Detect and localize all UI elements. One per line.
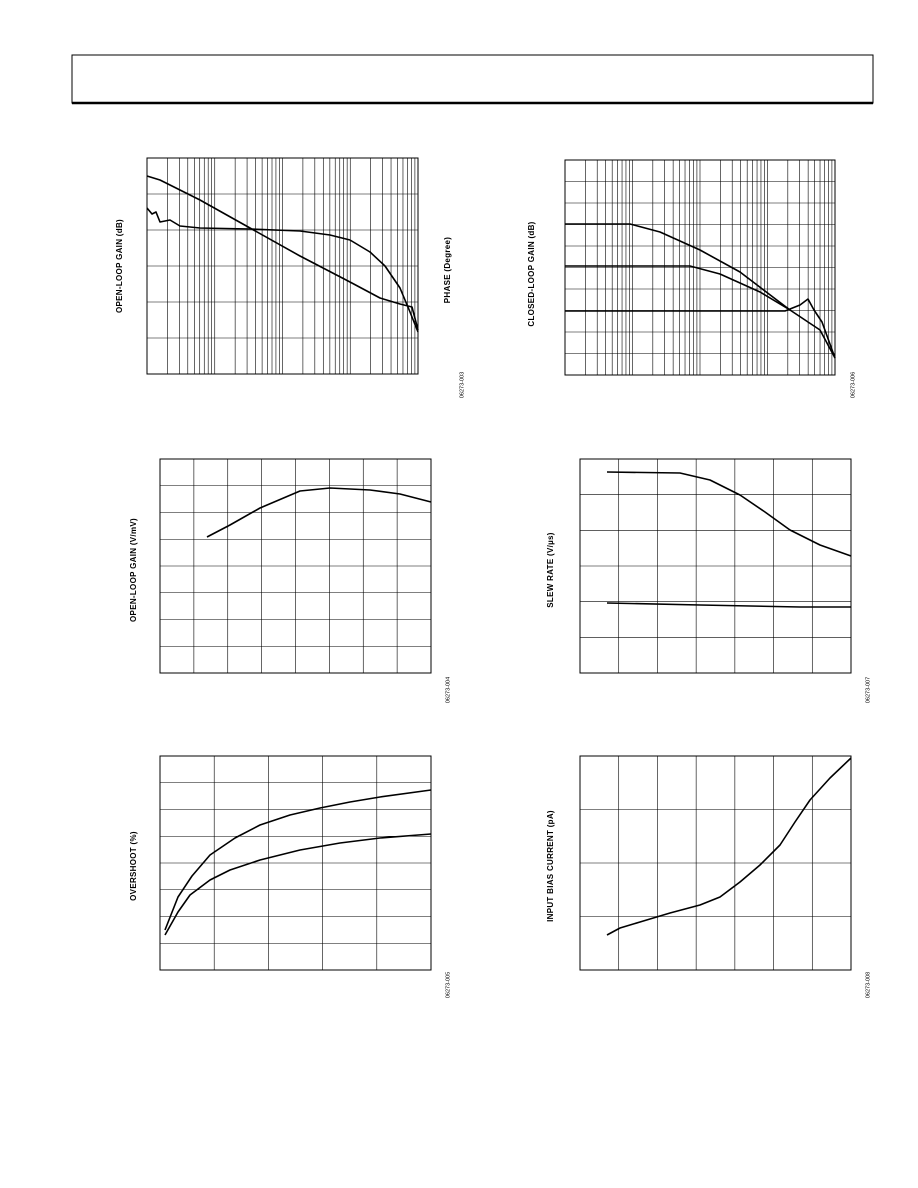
curve bbox=[164, 833, 432, 936]
curve bbox=[206, 487, 432, 538]
plot-frame bbox=[146, 157, 419, 375]
figure-code: 06273-004 bbox=[445, 677, 451, 703]
y2-axis-label: PHASE (Degree) bbox=[443, 237, 452, 303]
figure-code: 06273-008 bbox=[865, 972, 871, 998]
curve bbox=[606, 471, 852, 557]
y-axis-label: CLOSED-LOOP GAIN (dB) bbox=[527, 221, 536, 326]
y-axis-label: SLEW RATE (V/µs) bbox=[546, 532, 555, 608]
curve bbox=[565, 265, 791, 311]
plot-frame bbox=[159, 755, 432, 971]
figure-code: 06273-007 bbox=[865, 677, 871, 703]
plot-frame bbox=[579, 755, 852, 971]
figure-code: 06273-005 bbox=[445, 972, 451, 998]
figure-code: 06273-006 bbox=[850, 372, 856, 398]
curve bbox=[606, 602, 851, 608]
plot-frame bbox=[159, 458, 432, 674]
curve bbox=[565, 223, 836, 359]
y-axis-label: OVERSHOOT (%) bbox=[129, 831, 138, 901]
plot-frame bbox=[579, 458, 852, 674]
plot-frame bbox=[564, 159, 836, 376]
curve bbox=[164, 789, 432, 931]
curve bbox=[146, 175, 419, 331]
y-axis-label: OPEN-LOOP GAIN (dB) bbox=[115, 219, 124, 313]
curve bbox=[565, 298, 836, 359]
y-axis-label: OPEN-LOOP GAIN (V/mV) bbox=[129, 518, 138, 622]
curve bbox=[146, 207, 419, 333]
figure-code: 06273-003 bbox=[459, 372, 465, 398]
header-box bbox=[71, 54, 874, 104]
y-axis-label: INPUT BIAS CURRENT (pA) bbox=[546, 810, 555, 922]
curve bbox=[606, 757, 852, 936]
